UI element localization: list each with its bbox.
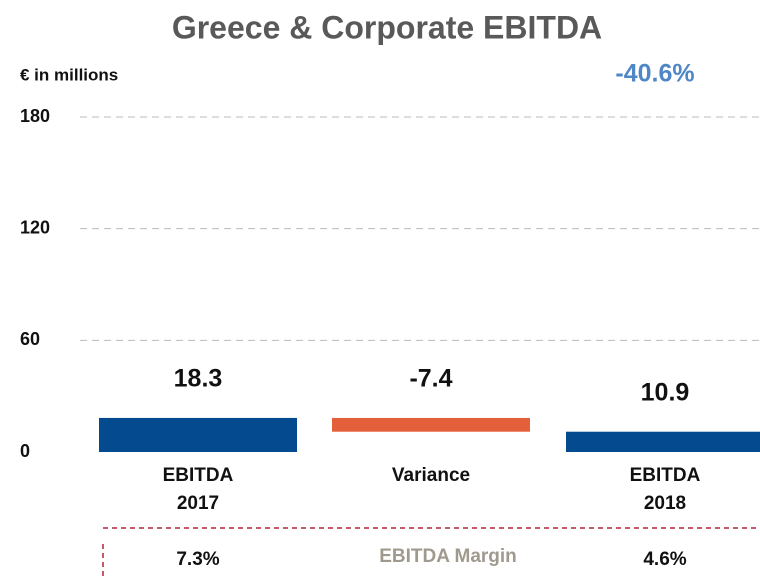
y-tick-label: 0 — [20, 441, 30, 461]
y-tick-label: 180 — [20, 106, 50, 126]
value-label: 10.9 — [641, 378, 690, 406]
bar — [99, 417, 297, 452]
margin-box — [102, 527, 760, 579]
y-tick-label: 120 — [20, 217, 50, 237]
margin-value: 7.3% — [176, 549, 219, 570]
margin-value: 4.6% — [643, 549, 686, 570]
bar — [566, 431, 760, 452]
annotation: -40.6% — [615, 60, 694, 88]
y-tick-label: 60 — [20, 329, 40, 349]
x-tick-label: EBITDA 2017 — [162, 465, 234, 514]
x-tick-label: Variance — [391, 465, 471, 486]
value-label: -7.4 — [409, 365, 452, 393]
bar — [332, 417, 530, 432]
margin-label: EBITDA Margin — [379, 546, 517, 567]
value-label: 18.3 — [174, 365, 223, 393]
y-axis-label: € in millions — [20, 65, 118, 84]
x-tick-label: EBITDA 2018 — [629, 465, 701, 514]
chart-title: Greece & Corporate EBITDA — [172, 9, 602, 45]
